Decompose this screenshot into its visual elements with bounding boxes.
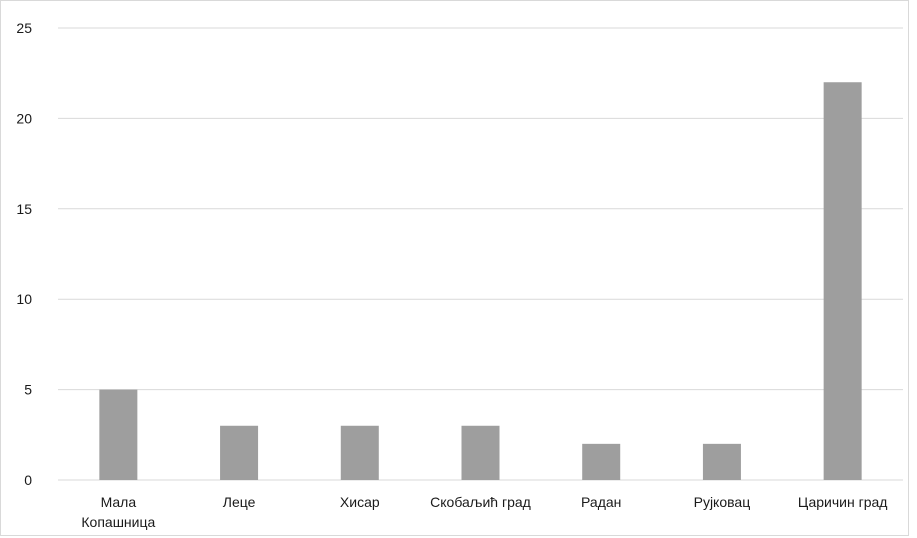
y-axis-ticks: 0 5 10 15 20 25 [16,20,32,488]
bar-6 [823,82,862,481]
x-category-label-line: Мала [101,494,137,510]
y-tick-label: 5 [24,382,32,398]
bar-5 [702,443,741,480]
x-category-label-line: Царичин град [798,494,888,510]
bar-4 [582,443,621,480]
x-category-label-line: Леце [223,494,256,510]
x-category-label: Леце [223,494,256,510]
x-category-label-line: Копашница [81,514,155,530]
x-category-label-line: Хисар [340,494,380,510]
x-category-label-line: Рујковац [694,494,751,510]
bar-1 [220,425,259,480]
y-tick-label: 15 [16,201,32,217]
bar-2 [340,425,379,480]
x-category-label: Царичин град [798,494,888,510]
x-category-label: Мала Копашница [81,494,155,530]
y-tick-label: 10 [16,291,32,307]
x-category-label-line: Радан [581,494,621,510]
bars [99,82,862,481]
x-category-label: Радан [581,494,621,510]
x-axis-labels: Мала Копашница Леце Хисар Скобаљић град Радан… [81,494,887,530]
y-tick-label: 0 [24,472,32,488]
y-tick-label: 25 [16,20,32,36]
x-category-label: Хисар [340,494,380,510]
x-category-label-line: Скобаљић град [430,494,531,510]
bar-3 [461,425,500,480]
bar-0 [99,389,138,480]
x-category-label: Скобаљић град [430,494,531,510]
y-tick-label: 20 [16,110,32,126]
gridlines [58,27,903,481]
x-category-label: Рујковац [694,494,751,510]
